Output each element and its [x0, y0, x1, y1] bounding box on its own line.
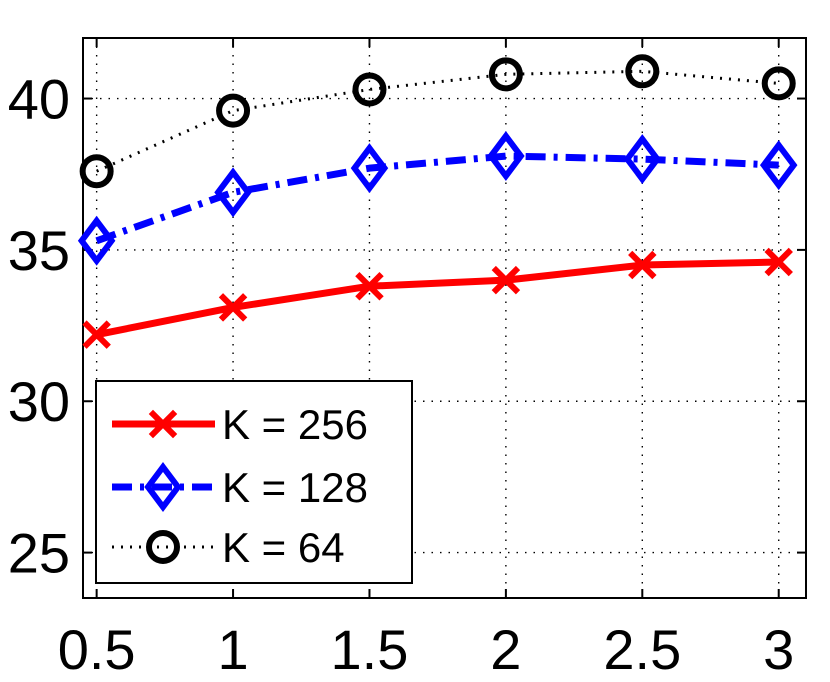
x-tick-label: 2 [490, 618, 521, 681]
legend-label: K = 64 [222, 524, 345, 571]
data-point [77, 215, 116, 266]
series-1 [82, 247, 793, 349]
series-2 [77, 131, 798, 266]
legend-item: K = 64 [112, 524, 345, 571]
legend-label: K = 256 [222, 401, 368, 448]
data-point [355, 271, 384, 301]
data-point [352, 72, 387, 107]
y-tick-label: 40 [8, 68, 70, 131]
y-axis-tick-labels: 25 30 35 40 [8, 68, 70, 585]
series-group [77, 54, 798, 349]
y-tick-label: 30 [8, 370, 70, 433]
data-point [488, 57, 523, 92]
data-point [148, 409, 178, 439]
axis-ticks [83, 38, 806, 598]
data-point [759, 140, 798, 191]
plot-area [82, 37, 807, 599]
data-point [79, 154, 114, 189]
data-point [350, 143, 389, 194]
data-point [216, 93, 251, 128]
x-tick-label: 3 [763, 618, 794, 681]
data-point [146, 530, 180, 564]
series-line [95, 258, 779, 339]
y-tick-label: 25 [8, 522, 70, 585]
legend-label: K = 128 [222, 464, 368, 511]
x-tick-label: 2.5 [603, 618, 681, 681]
x-tick-label: 1 [217, 618, 248, 681]
series-line [95, 152, 779, 245]
data-point [764, 247, 793, 277]
data-point [625, 54, 660, 89]
series-3 [79, 54, 796, 189]
x-tick-label: 0.5 [58, 618, 136, 681]
legend: K = 256 K = 128 K = 64 [95, 380, 413, 584]
data-point [761, 66, 796, 101]
data-point [487, 131, 525, 182]
legend-item: K = 128 [112, 462, 368, 512]
x-tick-label: 1.5 [331, 618, 409, 681]
data-point [82, 320, 111, 349]
data-point [144, 462, 182, 512]
data-point [218, 293, 248, 322]
data-point [491, 265, 521, 295]
series-line [96, 69, 779, 173]
data-point [628, 250, 657, 280]
legend-item: K = 256 [112, 401, 368, 448]
data-point [623, 134, 662, 185]
y-tick-label: 35 [8, 219, 70, 282]
data-point [214, 167, 252, 218]
x-axis-tick-labels: 0.5 1 1.5 2 2.5 3 [58, 618, 795, 681]
